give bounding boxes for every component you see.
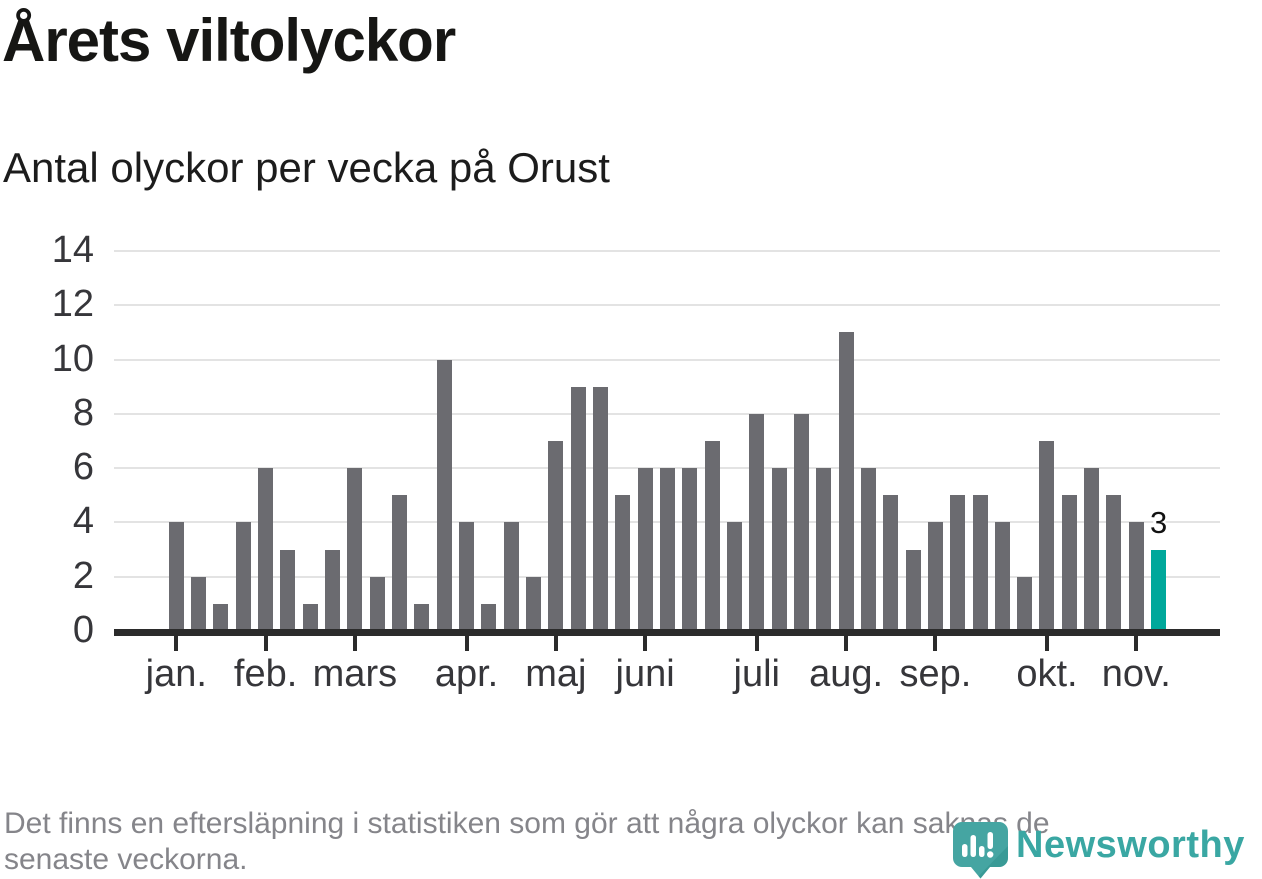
chart-subtitle: Antal olyckor per vecka på Orust <box>3 144 610 191</box>
x-axis-label-maj: maj <box>525 653 587 695</box>
bar-week-45 <box>1151 549 1167 631</box>
x-tick-jan. <box>174 636 179 651</box>
newsworthy-logo: Newsworthy <box>950 819 1262 879</box>
weekly-accidents-bar-chart: 0 2 4 6 8 10 12 14 jan. feb. mars apr. maj juni juli au… <box>51 229 1220 695</box>
x-tick-okt. <box>1044 636 1049 651</box>
icon-exclamation-dot <box>987 851 994 858</box>
x-tick-mars <box>352 636 357 651</box>
x-axis-label-mars: mars <box>312 653 398 695</box>
bar-week-17 <box>526 576 541 631</box>
bar-week-19 <box>570 386 586 631</box>
x-axis-label-jan.: jan. <box>145 653 207 695</box>
icon-bar-medium <box>979 846 985 857</box>
y-axis-label-14: 14 <box>51 229 94 271</box>
bar-week-42 <box>1084 468 1100 631</box>
bar-week-9 <box>347 468 363 631</box>
bar-week-20 <box>592 386 608 631</box>
bar-week-1 <box>168 522 184 631</box>
newsworthy-wordmark: Newsworthy <box>1016 824 1245 866</box>
chart-title: Årets viltolyckor <box>2 7 456 74</box>
bar-week-15 <box>481 603 497 631</box>
bar-week-23 <box>659 468 675 631</box>
bar-week-38 <box>994 522 1010 631</box>
footer-note-line1: Det finns en eftersläpning i statistiken… <box>4 807 1050 840</box>
x-tick-sep. <box>933 636 938 651</box>
gridline-12 <box>114 304 1220 307</box>
footer-note: Det finns en eftersläpning i statistiken… <box>4 806 1254 878</box>
gridline-10 <box>114 358 1220 361</box>
y-axis-label-2: 2 <box>72 554 94 597</box>
highlight-value-label: 3 <box>1150 504 1168 540</box>
bar-week-33 <box>883 495 899 631</box>
bar-week-4 <box>235 522 251 631</box>
bar-week-21 <box>615 495 631 631</box>
bar-week-5 <box>258 468 274 631</box>
bar-week-18 <box>548 441 564 631</box>
gridline-8 <box>114 412 1220 415</box>
x-tick-juni <box>643 636 648 651</box>
x-axis-label-nov.: nov. <box>1101 653 1171 695</box>
x-tick-aug. <box>844 636 849 651</box>
bar-week-43 <box>1106 495 1122 631</box>
bar-week-30 <box>816 468 832 631</box>
bar-week-25 <box>704 441 720 631</box>
bar-week-11 <box>392 495 408 631</box>
y-axis-label-12: 12 <box>51 283 94 326</box>
icon-bar-short <box>962 844 968 857</box>
icon-exclamation-bar <box>987 832 993 849</box>
x-axis-line <box>114 629 1220 636</box>
x-axis-label-okt.: okt. <box>1016 653 1078 695</box>
bar-week-29 <box>793 413 809 631</box>
bar-week-8 <box>325 549 341 631</box>
y-axis-label-10: 10 <box>51 337 94 380</box>
bar-week-10 <box>369 576 385 631</box>
x-tick-nov. <box>1134 636 1139 651</box>
bar-week-44 <box>1128 522 1144 631</box>
footer-note-line2: senaste veckorna. <box>4 843 248 876</box>
bar-week-22 <box>637 468 653 631</box>
bar-week-26 <box>726 522 742 631</box>
bar-week-14 <box>459 522 475 631</box>
bar-week-32 <box>860 468 876 631</box>
icon-bar-tall <box>970 835 976 857</box>
speech-bubble-fold <box>978 846 1008 879</box>
bar-week-31 <box>838 332 854 631</box>
x-axis-label-aug.: aug. <box>809 653 884 695</box>
bar-week-27 <box>749 413 765 631</box>
y-axis-label-6: 6 <box>72 446 94 489</box>
x-tick-apr. <box>464 636 469 651</box>
bar-week-2 <box>191 576 207 631</box>
x-tick-maj <box>553 636 558 651</box>
x-tick-juli <box>754 636 759 651</box>
bar-week-6 <box>280 549 296 631</box>
bar-week-24 <box>682 468 698 631</box>
bar-week-7 <box>302 603 318 631</box>
x-axis-label-feb.: feb. <box>233 653 298 695</box>
bar-week-12 <box>414 603 430 631</box>
x-tick-feb. <box>263 636 268 651</box>
bar-week-35 <box>927 522 943 631</box>
y-axis-label-8: 8 <box>72 391 94 434</box>
x-axis-label-sep.: sep. <box>899 653 972 695</box>
gridline-14 <box>114 250 1220 252</box>
bar-week-28 <box>771 468 787 631</box>
y-axis-label-4: 4 <box>72 500 94 543</box>
y-axis-label-0: 0 <box>72 609 94 651</box>
bar-week-36 <box>950 495 966 631</box>
bar-week-39 <box>1017 576 1033 631</box>
bar-week-41 <box>1061 495 1077 631</box>
x-axis-label-juni: juni <box>615 653 675 695</box>
bar-week-37 <box>972 495 988 631</box>
bar-week-13 <box>436 359 452 631</box>
newsworthy-speech-bubble-bar-chart-icon <box>953 822 1008 879</box>
x-axis-label-juli: juli <box>733 653 780 695</box>
x-axis-label-apr.: apr. <box>434 653 499 695</box>
bar-week-40 <box>1039 441 1055 631</box>
bar-week-3 <box>213 603 229 631</box>
bar-week-34 <box>905 549 921 631</box>
bar-week-16 <box>503 522 519 631</box>
